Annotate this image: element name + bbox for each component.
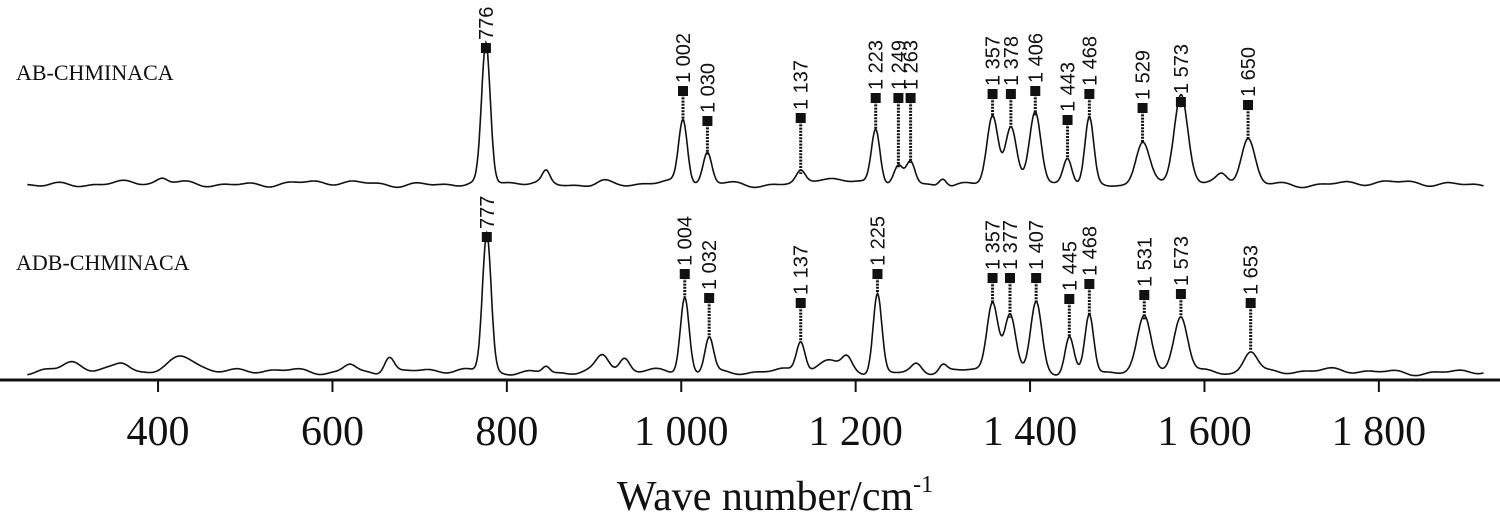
peak-marker-head bbox=[704, 293, 715, 303]
peak-label: 1 004 bbox=[675, 216, 697, 266]
peak-marker-head bbox=[987, 273, 998, 283]
series-label-adb-chminaca: ADB-CHMINACA bbox=[16, 250, 190, 275]
peak-label: 777 bbox=[477, 196, 499, 229]
peak-label: 1 445 bbox=[1059, 241, 1081, 291]
peak-marker-head bbox=[1064, 294, 1075, 304]
x-axis-title-main: Wave number/cm bbox=[617, 474, 914, 520]
x-tick-label: 400 bbox=[127, 409, 190, 455]
x-axis-title-superscript: -1 bbox=[913, 472, 933, 498]
peak-marker-head bbox=[1005, 89, 1016, 99]
peak-marker-head bbox=[987, 89, 998, 99]
peak-marker-head bbox=[1084, 279, 1095, 289]
peak-marker-head bbox=[872, 269, 883, 279]
peak-marker-head bbox=[481, 232, 492, 242]
peak-label: 1 357 bbox=[983, 220, 1005, 270]
peak-label: 1 032 bbox=[699, 240, 721, 290]
peak-marker-head bbox=[1031, 273, 1042, 283]
x-tick-label: 1 200 bbox=[808, 409, 903, 455]
peak-marker-head bbox=[678, 86, 688, 96]
peak-marker-head bbox=[1245, 298, 1256, 308]
series-label-ab-chminaca: AB-CHMINACA bbox=[16, 60, 174, 85]
peak-label: 1 249 bbox=[888, 40, 910, 90]
peak-label: 1 468 bbox=[1079, 226, 1101, 276]
peak-label: 1 223 bbox=[866, 40, 888, 90]
peak-marker-head bbox=[1243, 100, 1254, 110]
peak-marker-head bbox=[1175, 97, 1186, 107]
peak-label: 1 263 bbox=[901, 40, 923, 90]
peak-label: 1 573 bbox=[1171, 236, 1193, 286]
peak-label: 1 137 bbox=[791, 60, 813, 110]
peak-marker-head bbox=[1175, 289, 1186, 299]
spectrum-line bbox=[27, 39, 1484, 189]
peak-marker-head bbox=[893, 93, 904, 103]
peak-label: 1 030 bbox=[697, 63, 719, 113]
peak-label: 1 531 bbox=[1134, 237, 1156, 287]
peak-marker-head bbox=[870, 93, 881, 103]
peak-marker-head bbox=[905, 93, 916, 103]
peak-label: 1 378 bbox=[1001, 36, 1023, 86]
peak-label: 1 002 bbox=[673, 33, 695, 83]
peak-label: 1 407 bbox=[1026, 220, 1048, 270]
peak-marker-head bbox=[1084, 89, 1095, 99]
spectra-group bbox=[27, 39, 1484, 377]
peak-label: 1 357 bbox=[983, 36, 1005, 86]
peak-label: 1 377 bbox=[1000, 220, 1022, 270]
x-tick-label: 600 bbox=[301, 409, 364, 455]
x-tick-label: 1 800 bbox=[1332, 409, 1427, 455]
peak-marker-head bbox=[702, 116, 713, 126]
peak-label: 1 650 bbox=[1238, 47, 1260, 97]
x-axis-ticks: 400 600 800 1 000 1 200 1 400 1 600 1 800 bbox=[127, 380, 1427, 455]
peak-marker-head bbox=[1062, 115, 1073, 125]
peak-label: 1 137 bbox=[791, 245, 813, 295]
peak-marker-head bbox=[1005, 273, 1015, 283]
peak-marker-head bbox=[480, 43, 491, 53]
peak-label: 1 653 bbox=[1241, 245, 1263, 295]
x-tick-label: 1 600 bbox=[1157, 409, 1252, 455]
peak-marker-head bbox=[679, 269, 690, 279]
peak-marker-head bbox=[795, 298, 806, 308]
peak-label: 1 443 bbox=[1058, 62, 1080, 112]
peak-label: 1 573 bbox=[1171, 44, 1193, 94]
peak-marker-head bbox=[1030, 86, 1041, 96]
peak-label: 1 406 bbox=[1025, 33, 1047, 83]
peak-label: 1 468 bbox=[1079, 36, 1101, 86]
peak-marker-head bbox=[1139, 290, 1150, 300]
peak-label: 776 bbox=[476, 7, 498, 40]
x-tick-label: 1 000 bbox=[634, 409, 729, 455]
peak-label: 1 225 bbox=[867, 216, 889, 266]
x-tick-label: 800 bbox=[475, 409, 538, 455]
peak-marker-head bbox=[1137, 103, 1148, 113]
peak-label: 1 529 bbox=[1133, 50, 1155, 100]
spectrum-line bbox=[27, 230, 1484, 377]
peak-marker-head bbox=[795, 113, 806, 123]
x-axis-title: Wave number/cm-1 bbox=[617, 472, 933, 520]
x-tick-label: 1 400 bbox=[983, 409, 1078, 455]
